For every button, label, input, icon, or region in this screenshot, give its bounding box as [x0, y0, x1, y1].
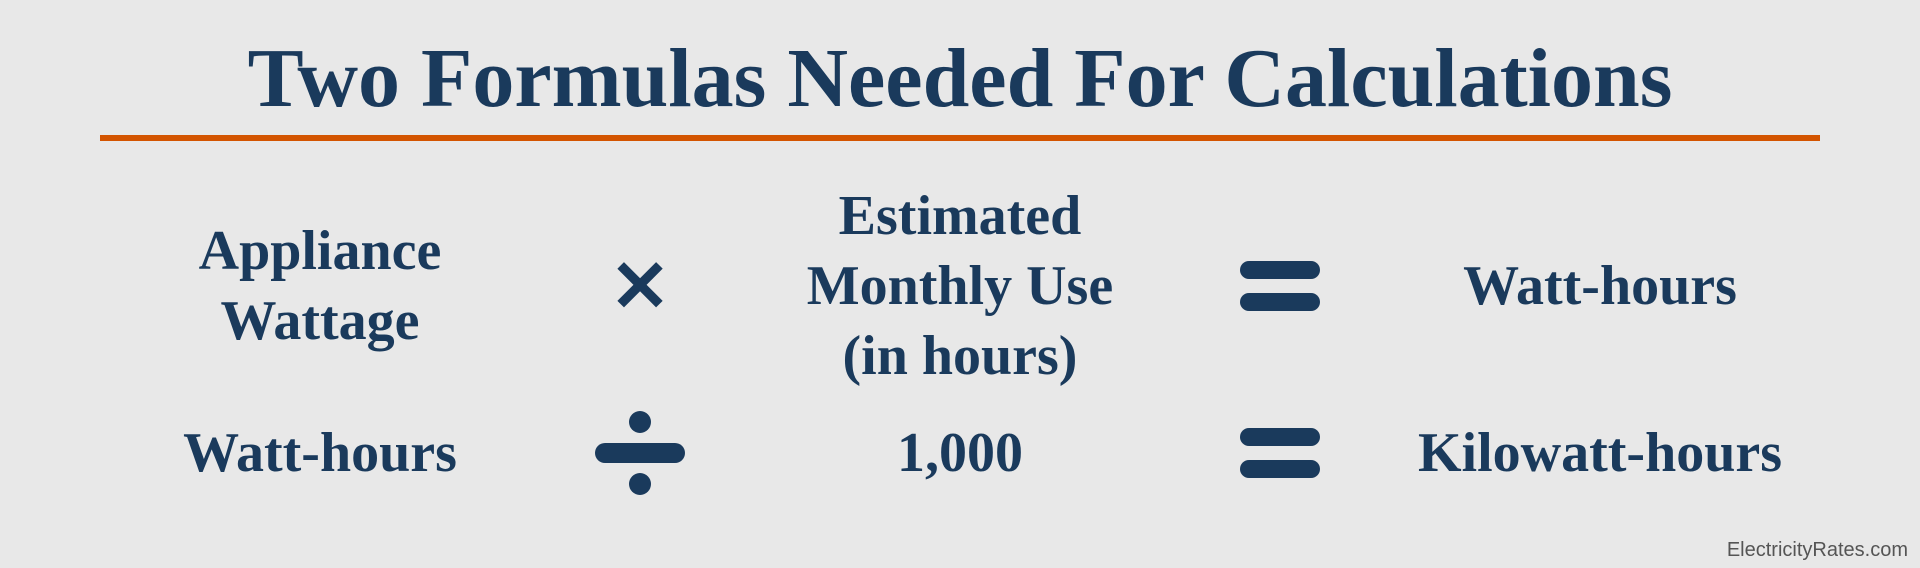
infographic-container: Two Formulas Needed For Calculations App…	[0, 0, 1920, 568]
formula-row-2: Watt-hours 1,000 Kilowatt-hours	[100, 411, 1820, 495]
formula2-right-term: Kilowatt-hours	[1418, 418, 1782, 488]
formula-row-1: Appliance Wattage ✕ Estimated Monthly Us…	[100, 181, 1820, 391]
multiply-icon: ✕	[610, 244, 670, 328]
formula1-right-term: Watt-hours	[1463, 251, 1737, 321]
divide-icon	[595, 411, 685, 495]
formula2-left-term: Watt-hours	[183, 418, 457, 488]
equals-icon	[1240, 428, 1320, 478]
term-text: Appliance Wattage	[199, 220, 442, 352]
attribution-text: ElectricityRates.com	[1727, 539, 1908, 562]
equals-icon	[1240, 261, 1320, 311]
formula1-left-term: Appliance Wattage	[199, 216, 442, 356]
formula2-middle-term: 1,000	[897, 418, 1023, 488]
formula1-middle-term: Estimated Monthly Use (in hours)	[807, 181, 1113, 391]
page-title: Two Formulas Needed For Calculations	[100, 30, 1820, 141]
term-text: Estimated Monthly Use (in hours)	[807, 185, 1113, 387]
